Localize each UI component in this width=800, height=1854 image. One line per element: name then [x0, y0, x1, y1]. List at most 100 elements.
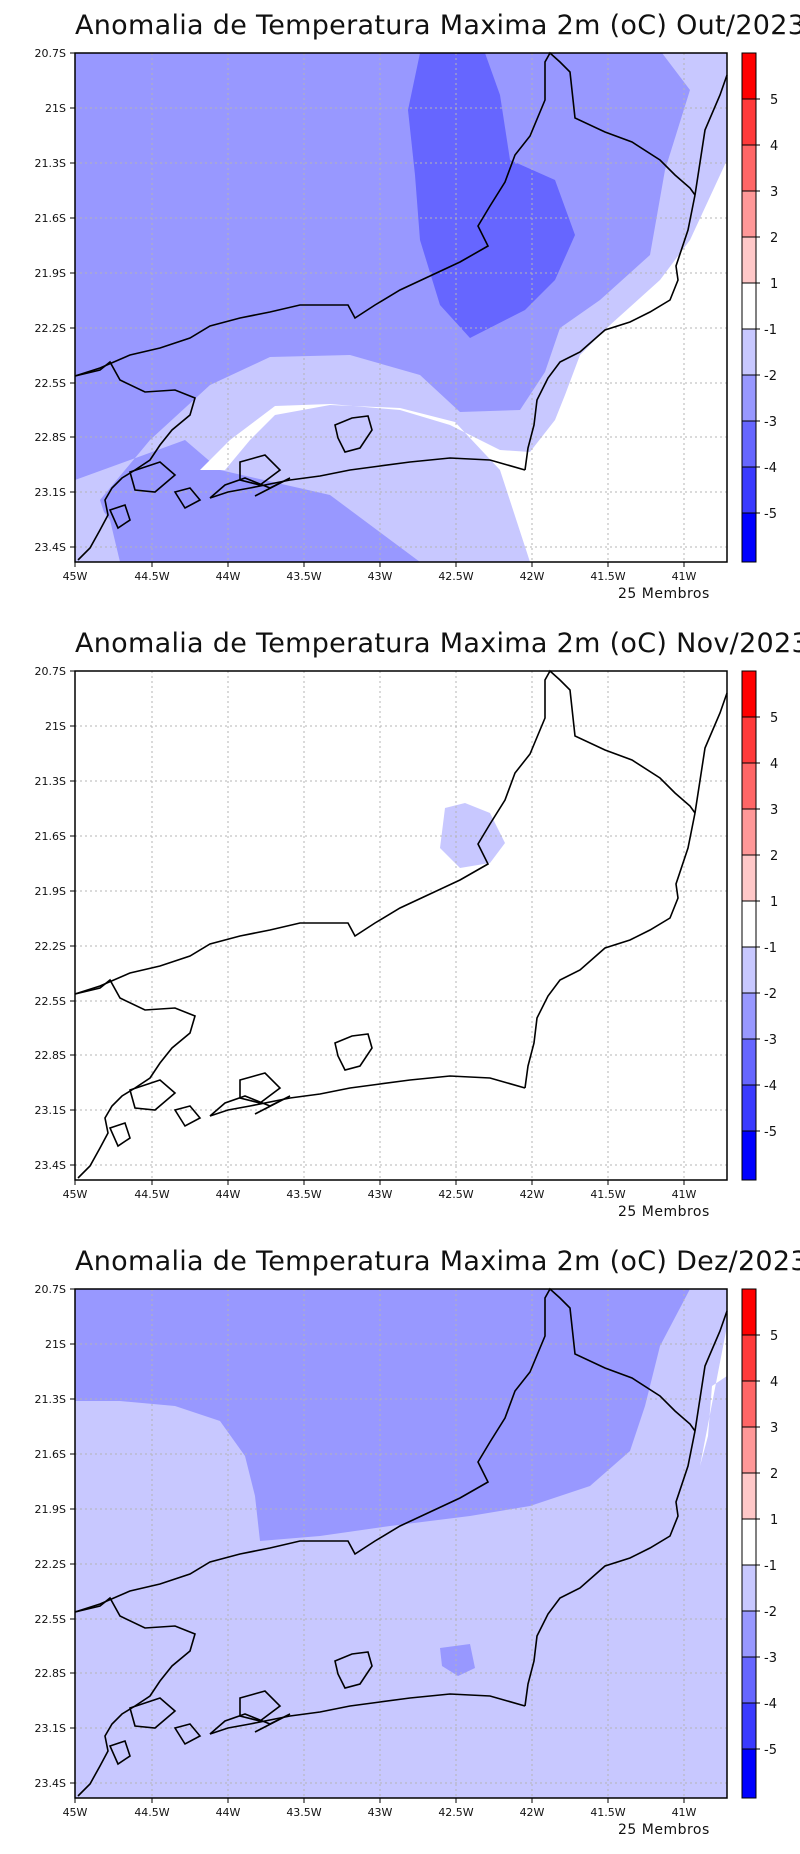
colorbar-label: -5 — [764, 1743, 777, 1758]
lon-label: 44.5W — [134, 1806, 169, 1819]
colorbar-label: -4 — [764, 1697, 777, 1712]
lon-label: 42W — [520, 1806, 545, 1819]
colorbar-label: -5 — [764, 507, 777, 522]
colorbar-label: 1 — [770, 277, 778, 292]
lon-labels: 45W 44.5W 44W 43.5W 43W 42.5W 42W 41.5W … — [63, 570, 697, 583]
anomaly-fill — [75, 671, 727, 1180]
lat-label: 22.2S — [35, 1558, 66, 1571]
axis-ticks — [70, 670, 685, 1185]
lon-label: 44W — [216, 1188, 241, 1201]
members-label: 25 Membros — [618, 586, 710, 602]
colorbar-label: -2 — [764, 1605, 777, 1620]
colorbar-label: -1 — [764, 941, 777, 956]
anomaly-fill — [75, 1289, 727, 1798]
lon-label: 41.5W — [590, 1806, 625, 1819]
lon-label: 44.5W — [134, 570, 169, 583]
colorbar-label: 1 — [770, 895, 778, 910]
colorbar-label: -4 — [764, 461, 777, 476]
colorbar-label: 3 — [770, 803, 778, 818]
colorbar-label: 2 — [770, 231, 778, 246]
colorbar-label: -3 — [764, 1033, 777, 1048]
lat-grid — [75, 1343, 727, 1784]
lat-label: 23.4S — [35, 541, 66, 554]
panel-title: Anomalia de Temperatura Maxima 2m (oC) D… — [75, 1246, 800, 1277]
colorbar-label: -1 — [764, 1559, 777, 1574]
panel-title: Anomalia de Temperatura Maxima 2m (oC) O… — [75, 10, 800, 41]
lon-label: 42.5W — [438, 1188, 473, 1201]
lon-label: 43.5W — [286, 1188, 321, 1201]
lon-label: 44.5W — [134, 1188, 169, 1201]
lat-label: 21.3S — [35, 1393, 66, 1406]
colorbar-label: -3 — [764, 415, 777, 430]
lon-label: 43.5W — [286, 1806, 321, 1819]
colorbar: 5 4 3 2 1 -1 -2 -3 -4 -5 — [741, 52, 778, 563]
lat-label: 21S — [45, 720, 66, 733]
map-panel-oct: Anomalia de Temperatura Maxima 2m (oC) O… — [0, 0, 800, 618]
lon-label: 43W — [368, 1188, 393, 1201]
colorbar-label: 3 — [770, 1421, 778, 1436]
lat-label: 21.6S — [35, 830, 66, 843]
state-boundary — [74, 1287, 728, 1797]
lat-label: 22.2S — [35, 940, 66, 953]
lon-label: 45W — [63, 570, 88, 583]
state-boundary — [74, 51, 728, 561]
lat-label: 22.8S — [35, 1667, 66, 1680]
lat-label: 21.9S — [35, 267, 66, 280]
lat-label: 21.3S — [35, 775, 66, 788]
anomaly-fill — [75, 53, 727, 562]
lat-label: 22.5S — [35, 995, 66, 1008]
members-label: 25 Membros — [618, 1204, 710, 1220]
colorbar-label: 4 — [770, 757, 778, 772]
colorbar-label: 4 — [770, 139, 778, 154]
lon-label: 42.5W — [438, 570, 473, 583]
colorbar-label: -2 — [764, 987, 777, 1002]
lat-label: 21S — [45, 1338, 66, 1351]
map-dec: 20.7S 21S 21.3S 21.6S 21.9S 22.2S 22.5S … — [35, 1283, 779, 1819]
lat-label: 23.4S — [35, 1777, 66, 1790]
lon-label: 45W — [63, 1806, 88, 1819]
map-panel-nov: Anomalia de Temperatura Maxima 2m (oC) N… — [0, 618, 800, 1236]
map-frame — [74, 670, 728, 1181]
colorbar: 5 4 3 2 1 -1 -2 -3 -4 -5 — [741, 1288, 778, 1799]
lon-label: 44W — [216, 1806, 241, 1819]
lat-label: 21.9S — [35, 885, 66, 898]
colorbar: 5 4 3 2 1 -1 -2 -3 -4 -5 — [741, 670, 778, 1181]
lat-label: 23.1S — [35, 486, 66, 499]
colorbar-label: -3 — [764, 1651, 777, 1666]
axis-ticks — [70, 52, 685, 567]
map-frame — [74, 52, 728, 563]
lat-label: 22.2S — [35, 322, 66, 335]
lat-label: 22.8S — [35, 1049, 66, 1062]
lon-label: 41W — [672, 1188, 697, 1201]
colorbar-label: 5 — [770, 711, 778, 726]
lat-label: 21S — [45, 102, 66, 115]
colorbar-label: 5 — [770, 1329, 778, 1344]
lat-labels: 20.7S 21S 21.3S 21.6S 21.9S 22.2S 22.5S … — [35, 1283, 66, 1790]
map-frame — [74, 1288, 728, 1799]
lon-label: 41W — [672, 1806, 697, 1819]
colorbar-label: -1 — [764, 323, 777, 338]
lon-label: 43W — [368, 1806, 393, 1819]
lat-label: 22.5S — [35, 1613, 66, 1626]
map-panel-dec: Anomalia de Temperatura Maxima 2m (oC) D… — [0, 1236, 800, 1854]
lat-grid — [75, 725, 727, 1166]
colorbar-label: 2 — [770, 1467, 778, 1482]
panel-title: Anomalia de Temperatura Maxima 2m (oC) N… — [75, 628, 800, 659]
lon-label: 42W — [520, 570, 545, 583]
colorbar-label: 1 — [770, 1513, 778, 1528]
lon-label: 44W — [216, 570, 241, 583]
lon-label: 42W — [520, 1188, 545, 1201]
colorbar-label: -4 — [764, 1079, 777, 1094]
state-boundary — [74, 669, 728, 1179]
lat-label: 20.7S — [35, 1283, 66, 1296]
lon-label: 42.5W — [438, 1806, 473, 1819]
colorbar-label: 5 — [770, 93, 778, 108]
lat-label: 21.6S — [35, 1448, 66, 1461]
lat-labels: 20.7S 21S 21.3S 21.6S 21.9S 22.2S 22.5S … — [35, 665, 66, 1172]
map-nov: 20.7S 21S 21.3S 21.6S 21.9S 22.2S 22.5S … — [35, 665, 779, 1201]
colorbar-label: 4 — [770, 1375, 778, 1390]
lat-label: 21.9S — [35, 1503, 66, 1516]
axis-ticks — [70, 1288, 685, 1803]
lat-labels: 20.7S 21S 21.3S 21.6S 21.9S 22.2S 22.5S … — [35, 47, 66, 554]
lat-label: 22.8S — [35, 431, 66, 444]
